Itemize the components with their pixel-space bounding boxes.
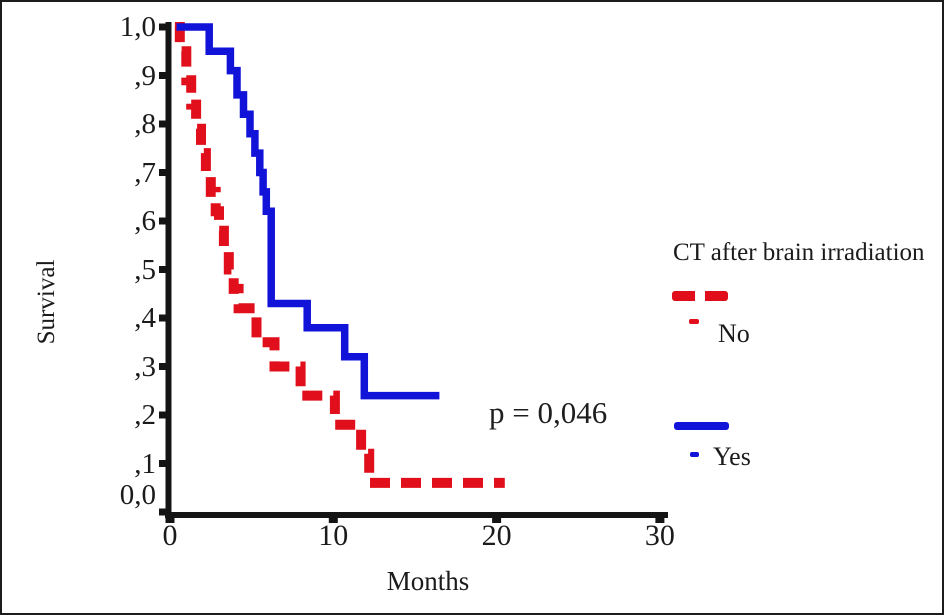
y-tick-label: 1,0 — [119, 11, 156, 43]
km-curve-yes — [176, 23, 440, 400]
x-tick-label: 0 — [162, 519, 178, 552]
y-tick-mark — [159, 508, 168, 516]
x-tick-label: 30 — [644, 519, 675, 552]
legend-censor-mark-no — [689, 319, 699, 324]
y-tick-label: ,9 — [134, 59, 156, 92]
y-tick-label: ,1 — [134, 447, 156, 480]
km-curve-no — [174, 22, 505, 488]
x-tick-mark — [492, 514, 502, 523]
legend-label-no: No — [718, 319, 750, 348]
y-tick-mark — [159, 169, 168, 176]
y-tick-label: ,3 — [134, 350, 156, 383]
y-tick-mark — [159, 460, 168, 467]
y-tick-label: 0,0 — [119, 479, 156, 511]
y-tick-mark — [159, 411, 168, 419]
legend-censor-mark-yes — [690, 452, 699, 457]
legend-title: CT after brain irradiation — [673, 239, 925, 266]
y-tick-label: ,5 — [134, 253, 156, 286]
y-tick-mark — [159, 217, 168, 225]
x-tick-label: 10 — [318, 519, 349, 552]
y-tick-label: ,7 — [134, 156, 156, 189]
x-tick-label: 20 — [481, 519, 512, 552]
y-tick-mark — [159, 72, 168, 79]
y-tick-label: ,4 — [134, 302, 156, 334]
legend-label-yes: Yes — [713, 442, 751, 471]
legend-line-sample-yes — [674, 422, 729, 430]
y-tick-label: ,6 — [134, 205, 156, 237]
y-tick-label: ,2 — [134, 399, 156, 431]
p-value-annotation: p = 0,046 — [489, 395, 608, 430]
legend-line-sample-no — [672, 291, 728, 301]
y-tick-mark — [159, 266, 168, 273]
y-tick-label: ,8 — [134, 108, 156, 140]
x-tick-mark — [328, 514, 338, 523]
y-axis-title: Survival — [33, 259, 60, 345]
x-tick-mark — [655, 514, 665, 523]
x-tick-mark — [165, 514, 175, 523]
y-tick-mark — [159, 314, 168, 322]
y-tick-mark — [159, 120, 168, 128]
y-tick-mark — [159, 363, 168, 370]
y-tick-mark — [159, 23, 168, 31]
x-axis-title: Months — [386, 566, 470, 596]
